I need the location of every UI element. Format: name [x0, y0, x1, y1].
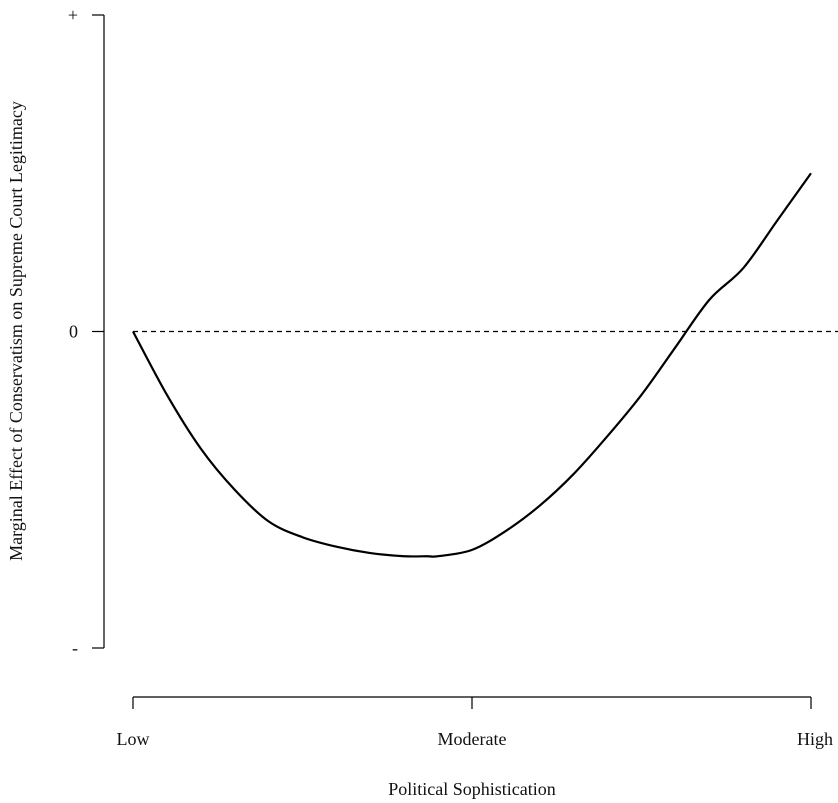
x-tick-label-2: High: [797, 729, 833, 749]
y-tick-label-0: -: [72, 638, 78, 658]
y-axis-label: Marginal Effect of Conservatism on Supre…: [6, 101, 26, 561]
x-axis-label: Political Sophistication: [388, 779, 556, 799]
x-tick-label-0: Low: [117, 729, 150, 749]
y-tick-label-2: +: [68, 5, 78, 25]
x-tick-label-1: Moderate: [438, 729, 507, 749]
marginal-effect-curve: [132, 172, 812, 558]
x-ticks: Low Moderate High: [117, 697, 833, 749]
y-ticks: - 0 +: [68, 5, 104, 658]
y-tick-label-1: 0: [69, 322, 78, 342]
